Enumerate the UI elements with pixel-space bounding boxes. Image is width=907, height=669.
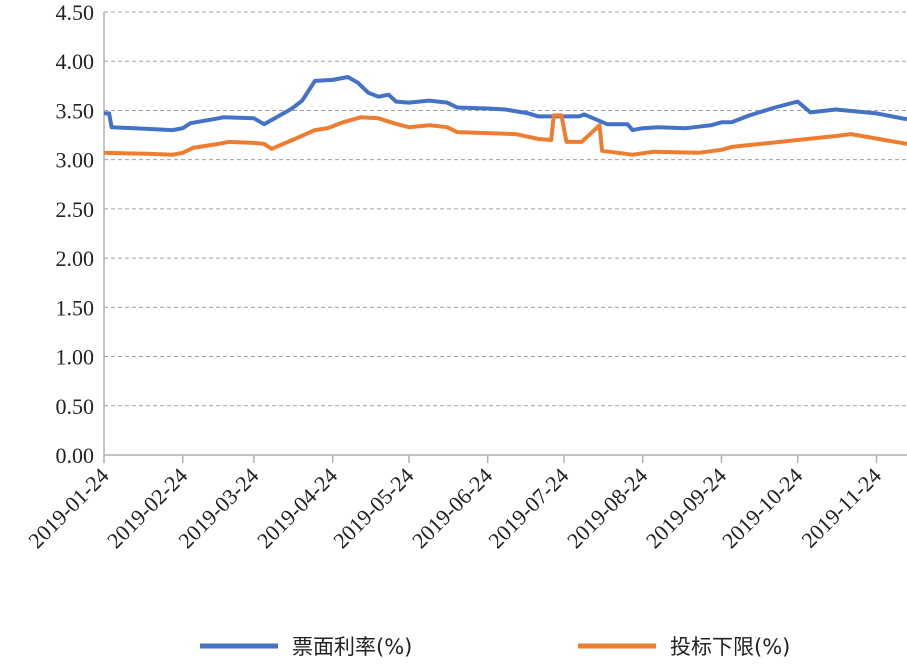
y-tick-label: 3.00 — [56, 148, 95, 173]
x-tick-label: 2019-07-24 — [483, 463, 573, 553]
y-tick-label: 1.00 — [56, 345, 95, 370]
x-tick-label: 2019-04-24 — [252, 463, 342, 553]
x-tick-label: 2019-08-24 — [562, 463, 652, 553]
x-tick-label: 2019-05-24 — [328, 463, 418, 553]
legend-label: 投标下限(%) — [670, 635, 790, 659]
series-line — [103, 113, 907, 157]
x-tick-label: 2019-11-24 — [796, 463, 886, 553]
y-tick-label: 3.50 — [56, 98, 95, 123]
y-tick-label: 2.00 — [56, 246, 95, 271]
x-tick-label: 2019-01-24 — [23, 463, 113, 553]
x-tick-label: 2019-10-24 — [717, 463, 807, 553]
series-line — [104, 75, 907, 133]
y-tick-label: 4.50 — [56, 0, 95, 25]
y-tick-label: 0.00 — [56, 443, 95, 468]
y-tick-label: 4.00 — [56, 49, 95, 74]
x-tick-label: 2019-06-24 — [407, 463, 497, 553]
legend-label: 票面利率(%) — [292, 635, 412, 659]
x-tick-label: 2019-09-24 — [641, 463, 731, 553]
y-tick-label: 2.50 — [56, 197, 95, 222]
y-tick-label: 1.50 — [56, 295, 95, 320]
y-tick-label: 0.50 — [56, 394, 95, 419]
